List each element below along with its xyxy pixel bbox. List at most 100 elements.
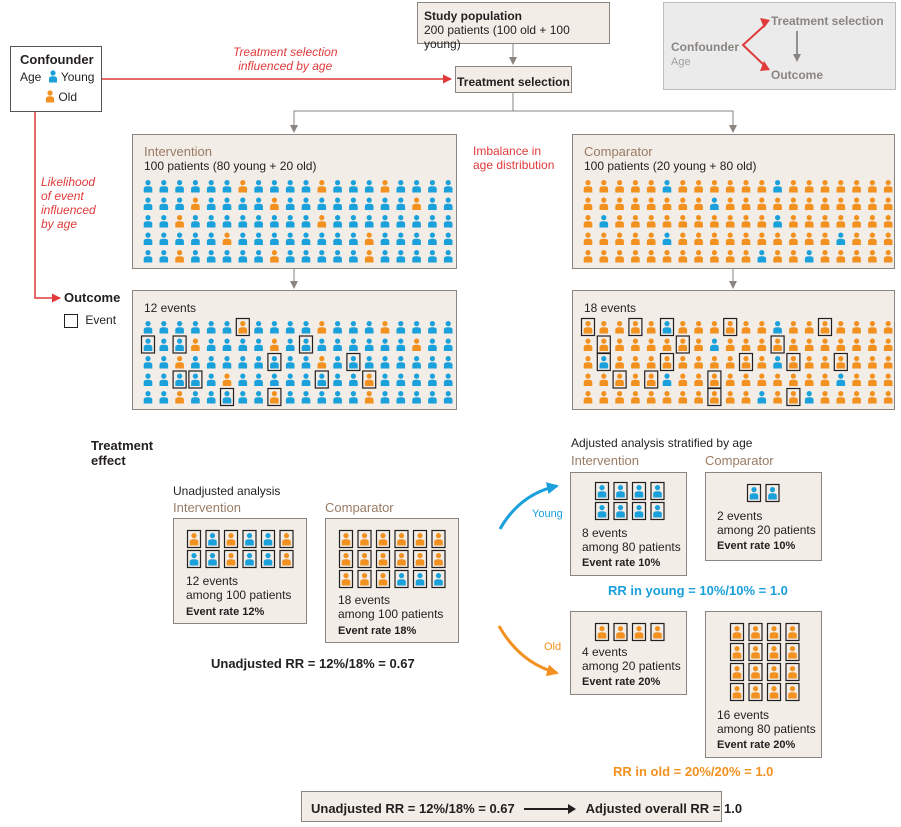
person-icon [238, 250, 248, 263]
person-icon [333, 215, 342, 228]
person-icon [710, 232, 719, 245]
arrow-right-icon [524, 803, 577, 814]
person-icon [434, 533, 443, 546]
event-box-icon [235, 317, 250, 337]
person-icon [415, 533, 425, 546]
person-icon [751, 626, 760, 639]
treatment-selection-box: Treatment selection [455, 66, 572, 93]
rr-old: RR in old = 20%/20% = 1.0 [613, 764, 774, 779]
person-icon [757, 197, 767, 210]
person-icon [206, 232, 216, 245]
person-icon [333, 250, 342, 263]
person-icon [364, 356, 374, 369]
person-icon [364, 180, 374, 193]
person-icon [143, 250, 153, 263]
person-icon [360, 553, 369, 566]
person-icon [333, 321, 342, 334]
person-icon [820, 180, 830, 193]
event-box-icon [729, 622, 745, 642]
person-icon [175, 250, 184, 263]
person-icon [631, 338, 640, 351]
person-icon [804, 232, 814, 245]
person-icon [175, 373, 184, 386]
adjusted-title: Adjusted analysis stratified by age [571, 436, 753, 450]
person-icon [428, 180, 437, 193]
person-icon [868, 373, 877, 386]
person-icon [206, 391, 216, 404]
person-icon [317, 356, 327, 369]
person-icon [189, 553, 199, 566]
event-box-icon [833, 352, 848, 372]
person-icon [285, 391, 295, 404]
person-icon [662, 197, 672, 210]
person-icon [725, 180, 735, 193]
unadjusted-comparator-box: 18 events among 100 patients Event rate … [325, 518, 459, 643]
person-icon [159, 373, 169, 386]
person-icon [694, 250, 703, 263]
person-icon [868, 356, 877, 369]
person-icon [653, 505, 662, 518]
event-box-icon [412, 569, 428, 589]
person-icon [301, 197, 311, 210]
person-icon [597, 505, 607, 518]
person-icon [263, 553, 273, 566]
person-icon [678, 180, 688, 193]
person-icon [836, 373, 846, 386]
person-icon [820, 250, 830, 263]
person-icon [191, 215, 200, 228]
person-icon [159, 180, 169, 193]
person-icon [364, 338, 374, 351]
person-icon [836, 356, 846, 369]
person-icon [725, 321, 735, 334]
likelihood-annotation-line2: of event [41, 189, 84, 203]
event-box-icon [659, 352, 675, 372]
person-icon [773, 197, 782, 210]
person-icon [349, 250, 358, 263]
person-icon [694, 197, 703, 210]
person-icon [254, 215, 263, 228]
person-icon [396, 232, 406, 245]
person-icon [349, 373, 358, 386]
person-icon [789, 373, 798, 386]
person-icon [741, 180, 751, 193]
person-icon [732, 666, 742, 679]
person-icon [238, 232, 248, 245]
person-icon [773, 321, 782, 334]
person-icon [662, 356, 672, 369]
person-icon [349, 338, 358, 351]
unadjusted-intervention-rate: Event rate 12% [186, 606, 265, 618]
likelihood-annotation-line4: by age [41, 217, 78, 231]
person-icon [175, 391, 184, 404]
person-icon [868, 338, 877, 351]
event-box-icon [707, 387, 722, 407]
person-icon [428, 197, 437, 210]
person-icon [804, 391, 814, 404]
person-icon [852, 338, 861, 351]
person-icon [191, 197, 200, 210]
person-icon [694, 321, 703, 334]
person-icon [599, 180, 609, 193]
person-icon [678, 338, 688, 351]
person-icon [751, 666, 760, 679]
imbalance-annotation-line2: age distribution [473, 158, 555, 172]
person-icon [883, 356, 893, 369]
unadjusted-intervention-label: Intervention [173, 500, 241, 515]
person-icon [852, 215, 861, 228]
person-icon [301, 250, 311, 263]
event-box-icon [260, 529, 276, 549]
person-icon [285, 321, 295, 334]
person-icon [662, 321, 672, 334]
person-icon [773, 215, 782, 228]
person-icon [285, 338, 295, 351]
person-icon [226, 533, 236, 546]
event-box-icon [279, 529, 294, 549]
person-icon [662, 232, 672, 245]
person-icon [631, 232, 640, 245]
comparator-subtitle: 100 patients (20 young + 80 old) [584, 159, 757, 173]
person-icon [836, 321, 846, 334]
person-icon [333, 338, 342, 351]
person-icon [678, 356, 688, 369]
person-icon [725, 356, 735, 369]
event-legend-label: Event [85, 313, 117, 327]
person-icon [741, 338, 751, 351]
